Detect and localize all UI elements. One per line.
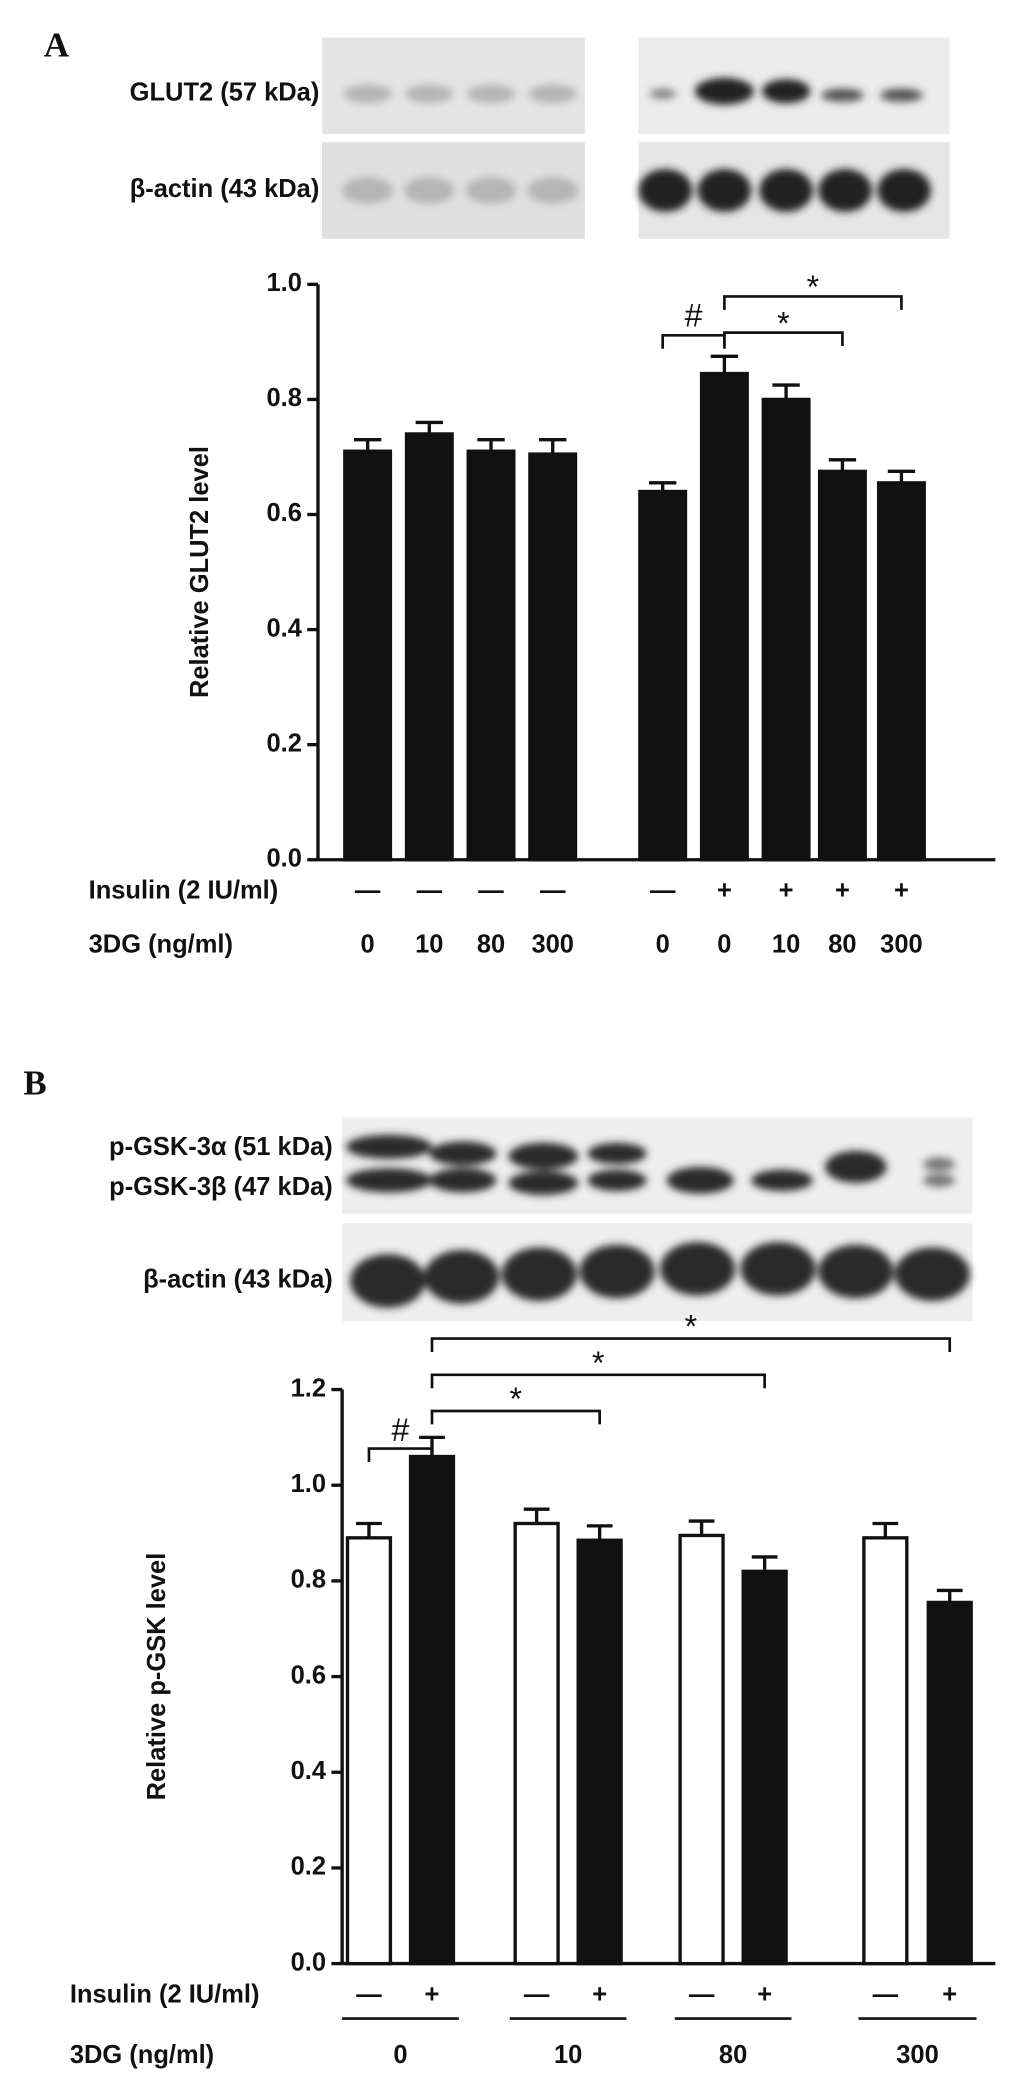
- y-tick-label: 0.0: [291, 1948, 326, 1976]
- significance-label: #: [392, 1412, 410, 1448]
- significance-bracket: [723, 331, 844, 347]
- blot-label: β-actin (43 kDa): [143, 1266, 333, 1294]
- row-value: —: [355, 877, 381, 905]
- blot-label: p-GSK-3α (51 kDa): [109, 1133, 333, 1161]
- blot-a: [322, 37, 950, 239]
- row-value: +: [835, 877, 850, 905]
- bar: [876, 481, 926, 862]
- row-value: —: [478, 877, 504, 905]
- significance-bracket: [430, 1373, 766, 1389]
- row-value: +: [425, 1981, 440, 2009]
- y-tick-label: 1.0: [291, 1470, 326, 1498]
- row-value: 80: [477, 930, 505, 958]
- row-value: 0: [717, 930, 731, 958]
- row-value: 0: [656, 930, 670, 958]
- y-tick-label: 0.6: [266, 499, 301, 527]
- significance-label: *: [807, 269, 820, 305]
- bar: [926, 1600, 973, 1966]
- y-axis-label: Relative p-GSK level: [143, 1553, 171, 1801]
- significance-bracket: [723, 295, 903, 310]
- row-value: 300: [880, 930, 923, 958]
- row-value: 80: [828, 930, 856, 958]
- y-tick-label: 0.4: [291, 1757, 327, 1785]
- row-value: +: [894, 877, 909, 905]
- significance-bracket: [367, 1447, 434, 1462]
- y-tick-label: 1.2: [291, 1374, 326, 1402]
- row-value: 10: [554, 2041, 582, 2069]
- row-value: +: [779, 877, 794, 905]
- blot-label: GLUT2 (57 kDa): [130, 79, 320, 107]
- row-value: 10: [415, 930, 443, 958]
- row-value: +: [592, 1981, 607, 2009]
- row-value: 300: [531, 930, 574, 958]
- blot-label: p-GSK-3β (47 kDa): [109, 1173, 333, 1201]
- y-tick-label: 1.0: [266, 269, 301, 297]
- bar: [678, 1533, 725, 1966]
- row-value: 0: [393, 2041, 407, 2069]
- y-axis-label: Relative GLUT2 level: [186, 446, 214, 698]
- bar: [343, 449, 393, 862]
- significance-label: #: [685, 297, 703, 333]
- bar: [862, 1536, 909, 1966]
- significance-label: *: [685, 1309, 698, 1345]
- significance-bracket: [430, 1409, 601, 1425]
- significance-label: *: [510, 1381, 523, 1417]
- y-tick-label: 0.0: [266, 844, 301, 872]
- row-label: Insulin (2 IU/ml): [70, 1981, 260, 2009]
- row-value: —: [524, 1981, 550, 2009]
- bar: [404, 432, 454, 862]
- row-value: —: [689, 1981, 715, 2009]
- row-value: 80: [719, 2041, 747, 2069]
- row-value: 0: [361, 930, 375, 958]
- row-value: —: [417, 877, 443, 905]
- row-value: 10: [772, 930, 800, 958]
- blot-b: [342, 1117, 973, 1322]
- y-tick-label: 0.8: [266, 384, 301, 412]
- y-tick-label: 0.2: [266, 729, 301, 757]
- row-value: —: [540, 877, 566, 905]
- row-value: +: [717, 877, 732, 905]
- bar: [699, 371, 749, 862]
- row-value: +: [757, 1981, 772, 2009]
- bar: [466, 449, 516, 862]
- significance-label: *: [592, 1345, 605, 1381]
- row-label: 3DG (ng/ml): [89, 930, 233, 958]
- y-tick-label: 0.4: [266, 614, 302, 642]
- y-tick-label: 0.8: [291, 1566, 326, 1594]
- bar: [761, 397, 811, 862]
- panel-label: A: [44, 25, 69, 64]
- bar: [408, 1454, 456, 1966]
- bar: [576, 1538, 623, 1966]
- bar: [528, 452, 578, 862]
- row-value: —: [356, 1981, 382, 2009]
- bar: [345, 1536, 393, 1966]
- bar: [817, 469, 867, 862]
- bar: [513, 1521, 560, 1966]
- bar: [741, 1569, 788, 1966]
- significance-bracket: [430, 1337, 952, 1352]
- bar: [638, 489, 688, 862]
- significance-bracket: [661, 333, 726, 349]
- panel-label: B: [23, 1063, 46, 1102]
- row-label: 3DG (ng/ml): [70, 2041, 214, 2069]
- row-label: Insulin (2 IU/ml): [89, 877, 279, 905]
- y-tick-label: 0.2: [291, 1853, 326, 1881]
- row-value: —: [873, 1981, 899, 2009]
- y-tick-label: 0.6: [291, 1661, 326, 1689]
- significance-label: *: [777, 305, 790, 341]
- row-value: 300: [896, 2041, 939, 2069]
- blot-label: β-actin (43 kDa): [130, 175, 320, 203]
- row-value: —: [650, 877, 676, 905]
- row-value: +: [942, 1981, 957, 2009]
